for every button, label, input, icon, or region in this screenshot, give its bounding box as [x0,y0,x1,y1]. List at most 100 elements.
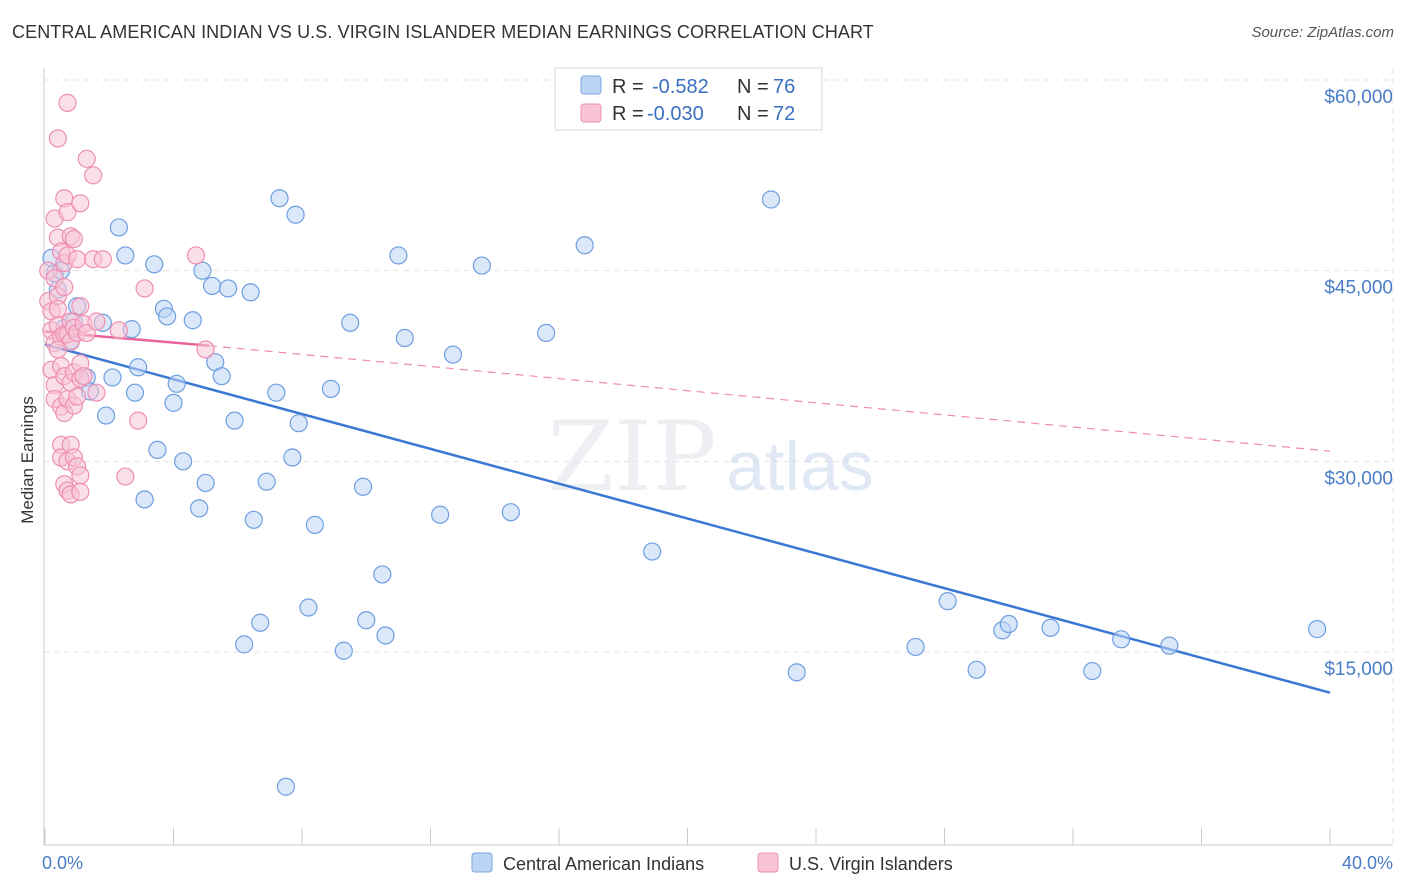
legend-n-label-1: N = [737,76,769,98]
point-central-american-indians [225,411,244,430]
point-central-american-indians [244,510,263,529]
point-central-american-indians [157,307,177,326]
series-legend-swatch-pink [757,852,779,873]
point-us-virgin-islanders [129,411,148,430]
point-central-american-indians [575,236,594,255]
watermark-zip: ZIP [547,401,716,513]
legend-swatch-pink [580,103,602,123]
point-central-american-indians [443,345,463,364]
legend-n-value-2: 72 [773,103,795,125]
point-central-american-indians [174,452,193,471]
point-us-virgin-islanders [196,340,215,359]
x-tick-label-max: 40.0% [1342,853,1393,873]
point-central-american-indians [787,663,806,682]
point-central-american-indians [1083,661,1102,681]
point-us-virgin-islanders [186,246,206,265]
point-us-virgin-islanders [48,129,67,148]
point-central-american-indians [289,414,308,433]
point-central-american-indians [1160,636,1179,655]
point-us-virgin-islanders [55,278,74,297]
point-us-virgin-islanders [109,321,128,340]
point-central-american-indians [341,313,360,332]
point-central-american-indians [938,592,957,611]
point-us-virgin-islanders [135,279,154,298]
series-legend-swatch-blue [471,852,493,873]
point-us-virgin-islanders [64,229,84,248]
point-central-american-indians [109,218,128,237]
point-us-virgin-islanders [68,387,87,406]
point-central-american-indians [389,246,408,265]
chart-title: CENTRAL AMERICAN INDIAN VS U.S. VIRGIN I… [12,22,874,42]
point-central-american-indians [167,374,186,393]
point-us-virgin-islanders [71,482,90,501]
y-tick-label: $15,000 [1324,659,1393,680]
y-tick-labels: $15,000 $30,000 $45,000 $60,000 [1324,87,1393,680]
point-us-virgin-islanders [93,250,112,269]
point-central-american-indians [761,190,781,209]
data-points [39,93,1327,796]
point-central-american-indians [212,367,231,386]
point-central-american-indians [135,490,154,509]
trend-line-pink-extended [208,345,1331,452]
y-tick-label: $30,000 [1324,468,1393,489]
watermark: ZIP atlas [547,401,874,513]
point-central-american-indians [125,383,145,402]
point-central-american-indians [1308,620,1327,639]
point-us-virgin-islanders [84,166,103,185]
point-central-american-indians [164,393,183,412]
point-central-american-indians [395,328,414,348]
point-us-virgin-islanders [74,367,93,386]
legend-r-label-1: R = [612,76,644,98]
point-us-virgin-islanders [58,93,77,112]
point-central-american-indians [1112,630,1131,649]
point-us-virgin-islanders [48,299,67,318]
point-central-american-indians [305,515,324,534]
point-central-american-indians [967,660,986,679]
legend-n-label-2: N = [737,103,769,125]
point-us-virgin-islanders [77,149,96,168]
point-us-virgin-islanders [68,250,87,269]
point-us-virgin-islanders [71,466,90,485]
point-central-american-indians [257,472,276,491]
point-central-american-indians [193,261,212,280]
point-central-american-indians [321,379,341,398]
legend-r-label-2: R = [612,103,644,125]
point-central-american-indians [376,626,395,645]
legend-r-value-2: -0.030 [647,103,704,125]
point-us-virgin-islanders [48,340,67,359]
point-central-american-indians [129,358,148,377]
point-central-american-indians [472,256,491,275]
point-central-american-indians [334,641,353,660]
point-central-american-indians [1041,618,1060,637]
point-central-american-indians [183,311,202,330]
point-us-virgin-islanders [87,383,106,402]
point-central-american-indians [103,368,122,387]
point-central-american-indians [999,614,1018,634]
stats-legend: R = -0.582 N = 76 R = -0.030 N = 72 [554,67,823,131]
point-central-american-indians [235,635,254,654]
point-central-american-indians [96,406,116,425]
point-central-american-indians [145,255,164,274]
point-us-virgin-islanders [116,467,135,486]
point-central-american-indians [196,473,215,493]
point-central-american-indians [643,542,662,561]
point-central-american-indians [431,505,450,524]
point-central-american-indians [276,777,296,796]
point-central-american-indians [251,613,270,632]
point-us-virgin-islanders [58,203,77,222]
point-us-virgin-islanders [71,194,90,213]
y-axis-label: Median Earnings [18,396,37,524]
point-central-american-indians [373,565,392,584]
series-legend-label-blue: Central American Indians [503,854,704,874]
point-central-american-indians [501,503,520,522]
point-central-american-indians [267,383,286,402]
point-central-american-indians [906,637,925,657]
legend-n-value-1: 76 [773,76,795,98]
source-credit: Source: ZipAtlas.com [1251,24,1394,41]
watermark-atlas: atlas [726,427,874,505]
point-central-american-indians [241,283,260,302]
point-central-american-indians [116,246,135,265]
series-legend-label-pink: U.S. Virgin Islanders [789,854,953,874]
point-us-virgin-islanders [87,312,106,331]
